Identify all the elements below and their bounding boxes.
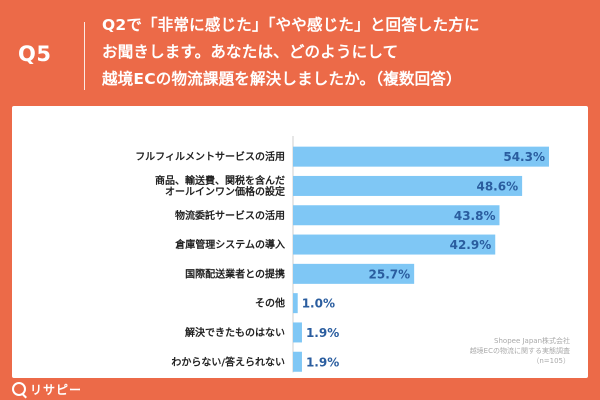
value-label: 42.9% <box>450 238 492 252</box>
value-label: 1.9% <box>306 326 339 340</box>
question-line: Q2で「非常に感じた」「やや感じた」と回答した方に <box>102 16 480 34</box>
bar <box>293 175 523 196</box>
bar <box>293 234 496 255</box>
category-label: わからない/答えられない <box>171 355 285 368</box>
magnifier-icon <box>12 382 26 396</box>
brand-logo: リサピー <box>12 378 82 400</box>
category-label: 商品、輸送費、関税を含んだオールインワン価格の設定 <box>155 174 285 198</box>
header: Q5 Q2で「非常に感じた」「やや感じた」と回答した方に お聞きします。あなたは… <box>0 0 600 106</box>
bar <box>293 146 549 167</box>
value-label: 54.3% <box>503 150 545 164</box>
category-label: 解決できたものはない <box>185 326 285 339</box>
question-text: Q2で「非常に感じた」「やや感じた」と回答した方に お聞きします。あなたは、どの… <box>102 12 572 93</box>
question-number: Q5 <box>18 42 52 66</box>
bar <box>293 351 302 372</box>
question-line: お聞きします。あなたは、どのようにして <box>102 43 399 61</box>
category-label: 倉庫管理システムの導入 <box>174 238 285 251</box>
value-label: 25.7% <box>369 267 411 281</box>
value-label: 1.9% <box>306 355 339 369</box>
category-label: 物流委託サービスの活用 <box>175 209 285 222</box>
bar-chart: フルフィルメントサービスの活用 54.3% 商品、輸送費、関税を含んだオールインワン… <box>135 136 549 373</box>
bar <box>293 322 302 343</box>
source-note: Shopee Japan株式会社 越境ECの物流に関する実態調査 （n=105） <box>470 336 570 366</box>
header-divider <box>84 22 85 90</box>
category-label: フルフィルメントサービスの活用 <box>135 150 285 163</box>
category-label: その他 <box>255 297 285 310</box>
bar <box>293 205 500 226</box>
chart-panel: フルフィルメントサービスの活用 54.3% 商品、輸送費、関税を含んだオールインワン… <box>12 106 588 378</box>
bar <box>293 293 298 314</box>
category-label: 国際配送業者との提携 <box>185 267 285 280</box>
source-line: Shopee Japan株式会社 <box>494 337 570 345</box>
question-line: 越境ECの物流課題を解決しましたか。（複数回答） <box>102 70 462 88</box>
value-label: 43.8% <box>454 209 496 223</box>
bar <box>293 263 415 284</box>
value-label: 48.6% <box>476 179 518 193</box>
source-line: 越境ECの物流に関する実態調査 <box>469 347 570 355</box>
source-line: （n=105） <box>532 357 570 365</box>
value-label: 1.0% <box>302 297 335 311</box>
brand-name: リサピー <box>30 382 83 397</box>
